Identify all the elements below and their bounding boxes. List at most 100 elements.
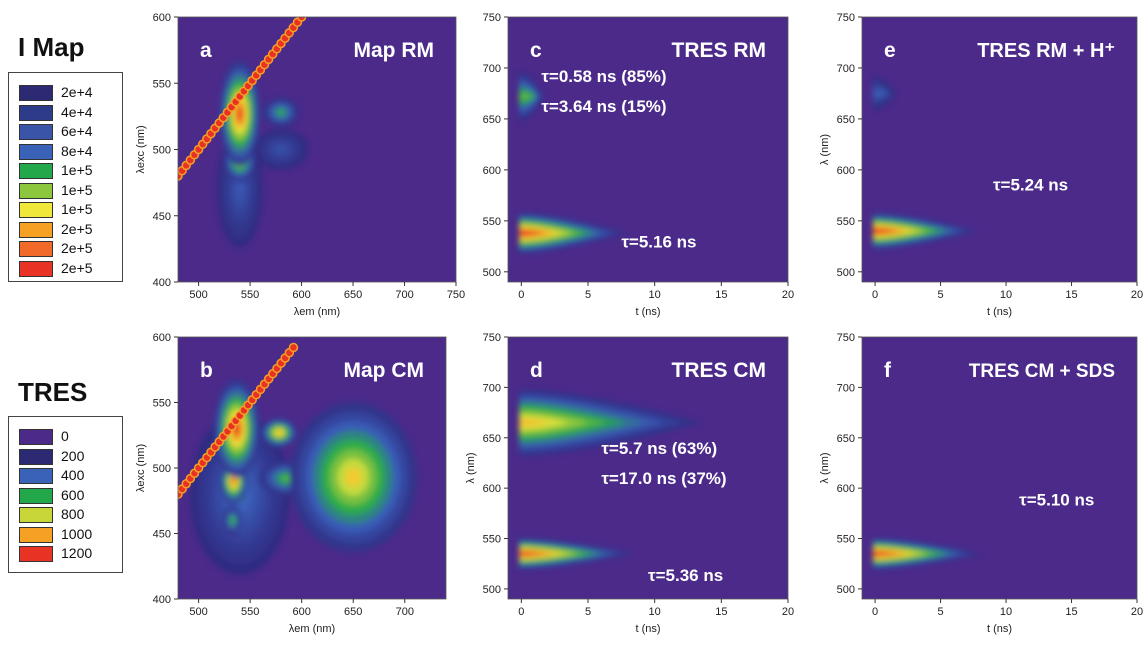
plot-area	[862, 17, 1137, 282]
heatmap-mark	[237, 107, 243, 121]
panel-letter: a	[200, 39, 212, 62]
x-tick-label: 20	[782, 289, 794, 301]
x-tick-label: 0	[518, 289, 524, 301]
y-axis-label: λ (nm)	[819, 134, 831, 165]
x-tick-label: 700	[396, 606, 414, 618]
legend-entry: 1e+5	[9, 161, 122, 181]
heatmap-mark	[231, 518, 234, 523]
tres-band-mark	[519, 230, 542, 236]
y-tick-label: 700	[837, 382, 855, 394]
plot-frame	[861, 336, 1138, 600]
legend-entry: 4e+4	[9, 103, 122, 123]
panel-title: TRES CM + SDS	[969, 361, 1115, 382]
x-axis-label: t (ns)	[635, 623, 660, 635]
heatmap-mark	[278, 110, 284, 115]
legend-swatch	[19, 448, 53, 465]
legend-label: 6e+4	[61, 123, 93, 139]
lifetime-annotation: τ=5.7 ns (63%)	[601, 439, 717, 458]
heatmap-mark	[277, 146, 285, 153]
x-tick-label: 15	[715, 606, 727, 618]
panel-letter: f	[884, 359, 892, 382]
panel-title: TRES RM + H⁺	[977, 40, 1115, 62]
x-tick-label: 20	[782, 606, 794, 618]
tres-legend: 0 200 400 600 800 1000 1200	[8, 416, 123, 573]
y-tick-label: 750	[837, 12, 855, 24]
y-tick-label: 650	[483, 114, 501, 126]
lifetime-annotation: τ=0.58 ns (85%)	[541, 67, 666, 86]
legend-label: 200	[61, 447, 85, 464]
x-tick-label: 20	[1131, 606, 1143, 618]
x-tick-label: 550	[241, 289, 259, 301]
panel-d: d TRES CM τ=5.7 ns (63%) τ=17.0 ns (37%) τ=5…	[465, 332, 794, 635]
legend-swatch	[19, 104, 53, 121]
y-tick-label: 600	[483, 483, 501, 495]
heatmap-mark	[282, 476, 290, 481]
y-tick-label: 600	[483, 165, 501, 177]
y-tick-label: 500	[483, 584, 501, 596]
legend-label: 2e+5	[61, 259, 93, 276]
x-tick-label: 0	[872, 289, 878, 301]
legend-swatch	[19, 241, 53, 257]
y-tick-label: 700	[837, 63, 855, 75]
x-tick-label: 500	[189, 606, 207, 618]
y-tick-label: 600	[837, 483, 855, 495]
legend-swatch	[19, 85, 53, 101]
legend-label: 4e+4	[61, 103, 93, 120]
legend-entry: 1000	[9, 525, 122, 545]
plot-frame	[507, 336, 789, 600]
legend-entry: 2e+5	[9, 220, 122, 240]
x-axis-label: t (ns)	[635, 306, 660, 318]
legend-entry: 200	[9, 447, 122, 467]
legend-swatch	[19, 526, 53, 543]
lifetime-annotation: τ=3.64 ns (15%)	[541, 97, 666, 116]
plot-area	[508, 17, 788, 282]
legend-label: 600	[61, 486, 85, 503]
y-tick-label: 550	[483, 534, 501, 546]
y-tick-label: 550	[837, 216, 855, 228]
x-tick-label: 0	[872, 606, 878, 618]
legend-label: 1000	[61, 525, 93, 542]
x-tick-label: 15	[715, 289, 727, 301]
plot-frame	[861, 16, 1138, 283]
panel-title: Map RM	[354, 39, 435, 62]
y-tick-label: 500	[153, 463, 171, 475]
panel-a: a Map RM 500 550 600 650 700 750 400 450 500 550 600…	[135, 12, 465, 318]
panel-title: TRES CM	[672, 359, 767, 382]
legend-label: 1e+5	[61, 162, 93, 178]
legend-swatch	[19, 163, 53, 179]
plot-area	[862, 337, 1137, 599]
lifetime-annotation: τ=5.10 ns	[1019, 490, 1094, 509]
legend-entry: 1e+5	[9, 181, 122, 201]
x-tick-label: 550	[241, 606, 259, 618]
y-tick-label: 650	[837, 433, 855, 445]
y-tick-label: 700	[483, 382, 501, 394]
legend-label: 2e+5	[61, 240, 93, 256]
legend-swatch	[19, 468, 53, 484]
legend-label: 8e+4	[61, 142, 93, 159]
legend-label: 2e+4	[61, 84, 93, 100]
legend-swatch	[19, 429, 53, 445]
legend-entry: 6e+4	[9, 122, 122, 142]
plot-frame	[507, 16, 789, 283]
y-tick-label: 700	[483, 63, 501, 75]
x-tick-label: 5	[938, 289, 944, 301]
y-axis-label: λ (nm)	[465, 452, 477, 483]
y-tick-label: 400	[153, 277, 171, 289]
tres-legend-title: TRES	[18, 377, 88, 407]
legend-label: 1e+5	[61, 201, 93, 217]
panel-letter: e	[884, 39, 896, 62]
legend-entry: 2e+4	[9, 83, 122, 103]
plot-area	[178, 337, 446, 599]
y-tick-label: 750	[837, 332, 855, 344]
legend-swatch	[19, 507, 53, 523]
heatmap-layer	[519, 71, 626, 254]
panel-e: e TRES RM + H⁺ τ=5.24 ns 0 5 10 15 20 500 550 600 6…	[819, 12, 1143, 318]
tres-band-mark	[519, 418, 551, 427]
x-tick-label: 5	[585, 289, 591, 301]
tres-band-mark	[873, 551, 896, 556]
legend-label: 800	[61, 506, 85, 522]
legend-label: 1e+5	[61, 181, 93, 198]
tres-band-mark	[873, 229, 896, 234]
panel-letter: d	[530, 359, 543, 382]
tres-band-mark	[873, 91, 887, 96]
